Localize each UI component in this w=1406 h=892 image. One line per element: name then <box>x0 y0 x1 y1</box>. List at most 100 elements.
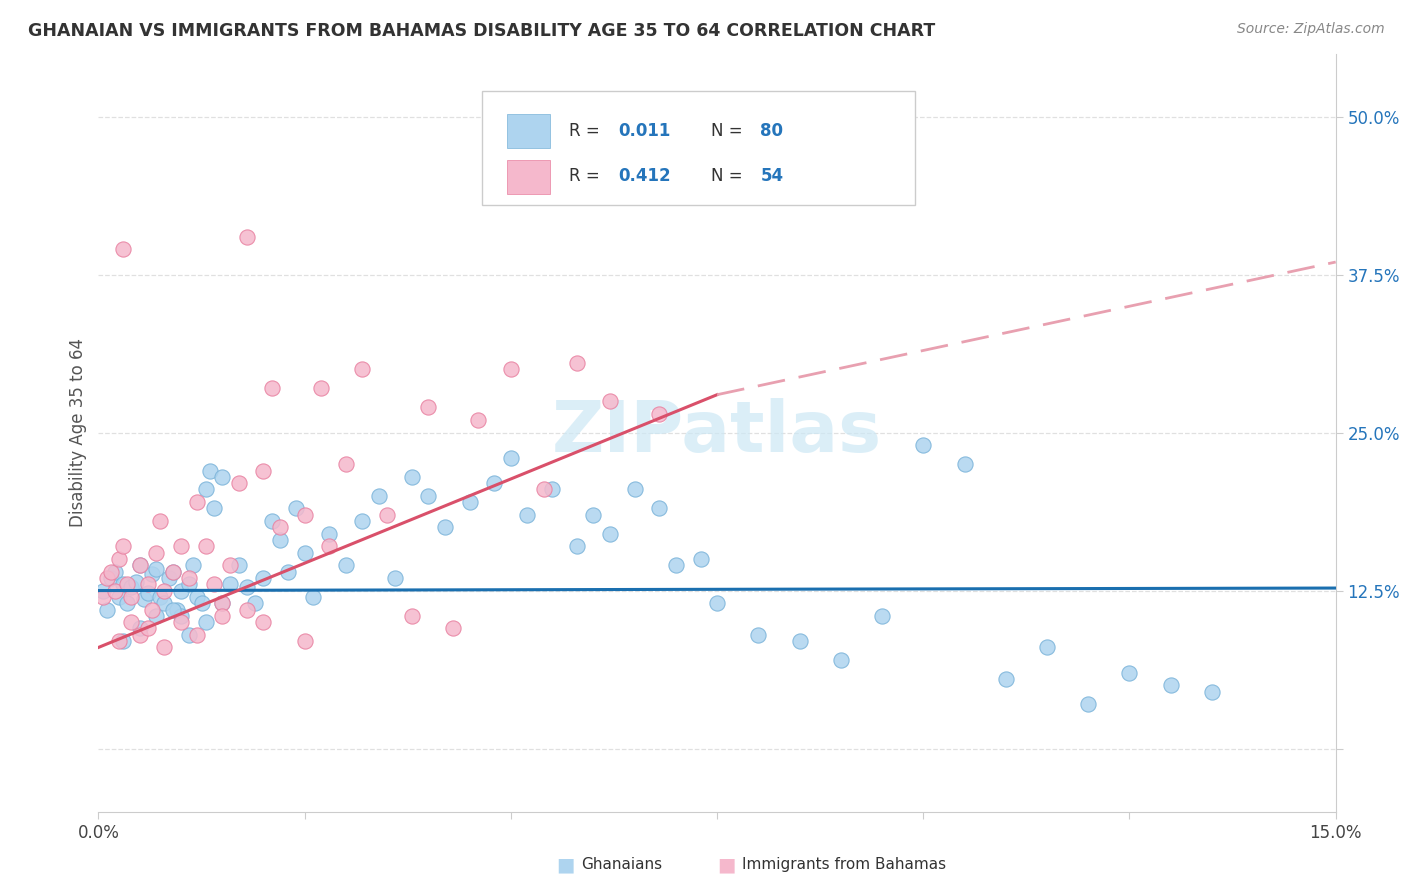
Point <box>294 634 316 648</box>
Point <box>418 489 440 503</box>
Point <box>124 574 146 589</box>
Point <box>228 558 250 573</box>
Point <box>243 596 266 610</box>
FancyBboxPatch shape <box>506 114 550 148</box>
Point <box>112 539 135 553</box>
Point <box>162 565 184 579</box>
Point <box>153 596 176 610</box>
Point <box>375 508 398 522</box>
Point <box>294 546 316 560</box>
Point <box>194 615 217 630</box>
Point <box>166 602 188 616</box>
Text: 80: 80 <box>761 122 783 140</box>
Point <box>91 590 114 604</box>
Point <box>533 483 555 497</box>
Point <box>211 596 233 610</box>
Point <box>870 608 893 623</box>
Point <box>277 565 299 579</box>
Point <box>665 558 688 573</box>
Point <box>91 583 114 598</box>
Point <box>352 362 374 376</box>
Point <box>401 608 423 623</box>
Point <box>211 470 233 484</box>
Point <box>108 552 131 566</box>
Point <box>318 539 340 553</box>
Text: Ghanaians: Ghanaians <box>581 857 662 872</box>
Point <box>433 520 456 534</box>
Point <box>186 628 208 642</box>
Point <box>128 622 150 636</box>
Point <box>179 628 201 642</box>
Point <box>441 622 464 636</box>
Point <box>128 558 150 573</box>
Point <box>252 571 274 585</box>
Point <box>648 407 671 421</box>
Point <box>599 526 621 541</box>
Point <box>252 615 274 630</box>
Text: ■: ■ <box>717 855 735 874</box>
Point <box>132 592 155 607</box>
Point <box>162 565 184 579</box>
Point <box>112 634 135 648</box>
Point <box>190 596 212 610</box>
Point <box>309 381 332 395</box>
Point <box>141 602 163 616</box>
Text: ■: ■ <box>557 855 575 874</box>
Point <box>96 571 118 585</box>
Point <box>467 413 489 427</box>
Point <box>294 508 316 522</box>
Point <box>120 590 142 604</box>
Point <box>228 476 250 491</box>
Point <box>170 608 193 623</box>
Point <box>120 615 142 630</box>
FancyBboxPatch shape <box>506 160 550 194</box>
Point <box>541 483 564 497</box>
Point <box>96 602 118 616</box>
Point <box>112 243 135 257</box>
Text: 0.011: 0.011 <box>619 122 671 140</box>
Point <box>623 483 645 497</box>
Point <box>706 596 728 610</box>
Point <box>170 583 193 598</box>
FancyBboxPatch shape <box>482 92 915 205</box>
Point <box>912 438 935 452</box>
Point <box>181 558 204 573</box>
Point <box>162 602 184 616</box>
Point <box>302 590 325 604</box>
Text: N =: N = <box>711 168 748 186</box>
Text: 0.412: 0.412 <box>619 168 671 186</box>
Point <box>141 567 163 582</box>
Point <box>285 501 308 516</box>
Point <box>236 229 259 244</box>
Point <box>1077 698 1099 712</box>
Point <box>689 552 711 566</box>
Text: R =: R = <box>568 122 605 140</box>
Point <box>499 450 522 465</box>
Point <box>747 628 769 642</box>
Point <box>418 401 440 415</box>
Point <box>401 470 423 484</box>
Point <box>484 476 506 491</box>
Point <box>260 514 283 528</box>
Text: N =: N = <box>711 122 748 140</box>
Point <box>149 514 172 528</box>
Point <box>145 608 167 623</box>
Point <box>830 653 852 667</box>
Point <box>202 577 225 591</box>
Point <box>499 362 522 376</box>
Point <box>108 634 131 648</box>
Point <box>170 539 193 553</box>
Point <box>994 672 1017 686</box>
Point <box>136 622 159 636</box>
Point <box>153 640 176 655</box>
Point <box>269 520 291 534</box>
Point <box>104 583 127 598</box>
Point <box>236 602 259 616</box>
Point <box>335 457 357 471</box>
Point <box>565 356 588 370</box>
Point <box>179 577 201 591</box>
Point <box>1160 678 1182 692</box>
Point <box>120 580 142 594</box>
Point <box>789 634 811 648</box>
Text: Immigrants from Bahamas: Immigrants from Bahamas <box>742 857 946 872</box>
